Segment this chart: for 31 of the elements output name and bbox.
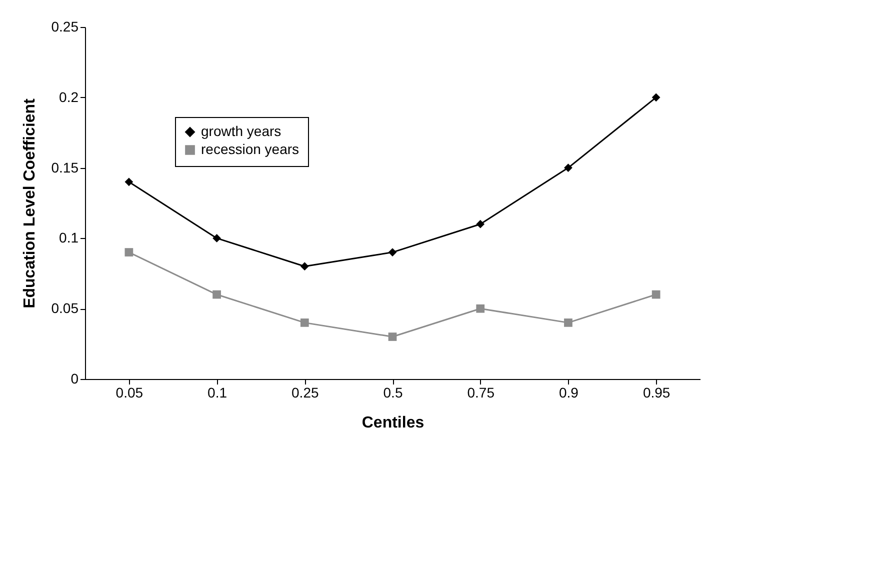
point [476,304,485,313]
x-axis-title: Centiles [362,414,424,432]
point [300,318,309,327]
point [652,290,660,299]
x-tick-label: 0.95 [642,384,670,400]
point [388,248,397,256]
point [652,93,660,102]
point [300,262,309,271]
x-tick-label: 0.75 [467,384,495,400]
y-tick-label: 0.05 [51,300,79,316]
y-tick-label: 0 [70,370,79,386]
point [564,164,572,172]
x-tick-label: 0.5 [383,384,403,400]
point [476,220,485,228]
y-axis-title: Education Level Coefficient [21,98,38,308]
point [388,332,397,341]
x-tick-label: 0.1 [208,384,228,400]
y-tick-label: 0.15 [51,159,79,176]
legend-label: growth years [201,123,282,139]
legend-label: recession years [201,141,300,157]
y-tick-label: 0.1 [59,230,79,246]
x-tick-label: 0.9 [558,384,579,400]
x-tick-label: 0.05 [116,384,144,400]
point [212,234,221,242]
point [564,318,572,327]
y-tick-label: 0.25 [51,18,79,34]
y-tick-label: 0.2 [59,88,79,105]
point [124,178,134,186]
point [124,248,134,256]
x-tick-label: 0.25 [292,384,319,400]
point [212,290,221,299]
